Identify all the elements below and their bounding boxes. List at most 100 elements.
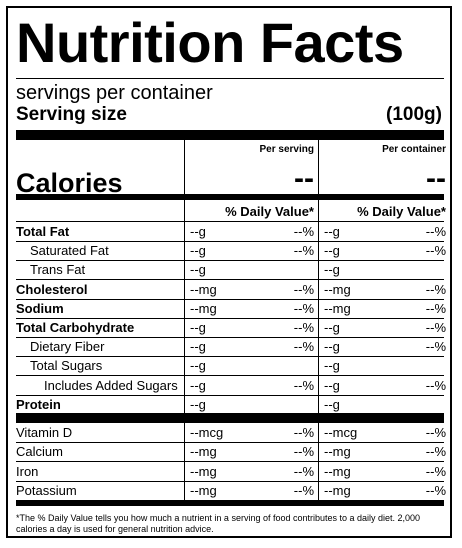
- serving-size: Serving size (100g): [16, 104, 442, 126]
- daily-value-per-container: --%: [425, 281, 446, 297]
- daily-value-per-container: --%: [425, 243, 446, 259]
- daily-value-per-serving: --%: [293, 463, 314, 479]
- vitamin-row: Potassium --mg --% --mg --%: [16, 481, 446, 501]
- column-divider-right: [318, 140, 319, 500]
- daily-value-per-container: --%: [425, 224, 446, 239]
- amount-per-serving: --mg: [190, 463, 217, 479]
- amount-per-container: --g: [324, 377, 340, 393]
- amount-per-container: --g: [324, 396, 340, 412]
- nutrient-row: Protein --g --g: [16, 395, 444, 415]
- amount-per-serving: --mg: [190, 482, 217, 498]
- amount-per-serving: --g: [190, 224, 206, 239]
- amount-per-container: --mcg: [324, 425, 358, 440]
- nutrient-row: Total Sugars --g --g: [16, 356, 444, 377]
- serving-size-label: Serving size: [16, 104, 127, 125]
- amount-per-container: --g: [324, 243, 340, 259]
- daily-value-per-serving: --%: [293, 377, 314, 393]
- calories-per-container: --: [426, 162, 446, 195]
- nutrient-name: Sodium: [16, 300, 64, 316]
- daily-value-per-serving: --%: [293, 243, 314, 259]
- servings-per-container: servings per container: [16, 82, 213, 104]
- dv-divider: [16, 221, 444, 222]
- daily-value-header-serving: % Daily Value*: [225, 204, 314, 219]
- nutrient-row: Saturated Fat --g --% --g --%: [16, 241, 446, 262]
- serving-size-value: (100g): [386, 104, 442, 125]
- nutrient-name: Potassium: [16, 482, 77, 498]
- footnote-divider: [16, 500, 444, 506]
- daily-value-per-container: --%: [425, 444, 446, 460]
- divider: [16, 78, 444, 79]
- amount-per-serving: --g: [190, 339, 206, 355]
- calories-label: Calories: [16, 168, 123, 198]
- amount-per-serving: --g: [190, 243, 206, 259]
- nutrient-name: Calcium: [16, 444, 63, 460]
- amount-per-container: --mg: [324, 444, 351, 460]
- calories-divider: [16, 194, 444, 200]
- daily-value-per-serving: --%: [293, 320, 314, 335]
- nutrient-name: Includes Added Sugars: [44, 377, 178, 393]
- nutrient-row: Trans Fat --g --g: [16, 260, 444, 281]
- nutrient-name: Saturated Fat: [30, 243, 109, 259]
- nutrient-name: Total Sugars: [30, 358, 103, 374]
- nutrient-name: Iron: [16, 463, 39, 479]
- vitamin-divider: [16, 413, 444, 423]
- amount-per-serving: --g: [190, 396, 206, 412]
- daily-value-header-container: % Daily Value*: [357, 204, 446, 219]
- nutrient-name: Dietary Fiber: [30, 339, 105, 355]
- nutrient-name: Trans Fat: [30, 262, 86, 278]
- nutrition-label: Nutrition Facts servings per container S…: [6, 6, 452, 538]
- amount-per-container: --g: [324, 262, 340, 278]
- nutrient-name: Vitamin D: [16, 425, 73, 440]
- nutrient-name: Total Carbohydrate: [16, 320, 135, 335]
- daily-value-per-container: --%: [425, 377, 446, 393]
- per-container-header: Per container: [382, 144, 446, 155]
- amount-per-container: --mg: [324, 463, 351, 479]
- daily-value-per-container: --%: [425, 320, 446, 335]
- daily-value-per-container: --%: [425, 339, 446, 355]
- daily-value-per-serving: --%: [293, 281, 314, 297]
- amount-per-container: --g: [324, 339, 340, 355]
- nutrient-row: Cholesterol --mg --% --mg --%: [16, 280, 446, 300]
- nutrient-row: Includes Added Sugars --g --% --g --%: [16, 376, 446, 396]
- amount-per-serving: --g: [190, 320, 206, 335]
- per-serving-header: Per serving: [259, 144, 314, 155]
- amount-per-serving: --mg: [190, 300, 217, 316]
- daily-value-per-serving: --%: [293, 339, 314, 355]
- amount-per-serving: --mg: [190, 444, 217, 460]
- nutrient-name: Protein: [16, 396, 61, 412]
- daily-value-per-serving: --%: [293, 482, 314, 498]
- daily-value-per-container: --%: [425, 482, 446, 498]
- nutrient-row: Total Fat --g --% --g --%: [16, 222, 446, 242]
- amount-per-container: --g: [324, 320, 340, 335]
- nutrient-name: Total Fat: [16, 224, 70, 239]
- nutrient-row: Total Carbohydrate --g --% --g --%: [16, 318, 446, 338]
- vitamin-row: Iron --mg --% --mg --%: [16, 462, 446, 482]
- amount-per-serving: --mcg: [190, 425, 224, 440]
- daily-value-per-serving: --%: [293, 224, 314, 239]
- daily-value-per-container: --%: [425, 463, 446, 479]
- vitamin-row: Calcium --mg --% --mg --%: [16, 442, 446, 463]
- amount-per-container: --g: [324, 358, 340, 374]
- thick-divider: [16, 130, 444, 140]
- column-divider-left: [184, 140, 185, 500]
- label-title: Nutrition Facts: [16, 11, 404, 74]
- daily-value-per-serving: --%: [293, 444, 314, 460]
- amount-per-serving: --g: [190, 262, 206, 278]
- daily-value-per-container: --%: [425, 425, 446, 440]
- calories-per-serving: --: [294, 162, 314, 195]
- daily-value-per-serving: --%: [293, 425, 314, 440]
- amount-per-container: --mg: [324, 281, 351, 297]
- amount-per-serving: --g: [190, 377, 206, 393]
- nutrient-row: Sodium --mg --% --mg --%: [16, 299, 446, 319]
- amount-per-container: --mg: [324, 482, 351, 498]
- daily-value-per-container: --%: [425, 300, 446, 316]
- amount-per-serving: --mg: [190, 281, 217, 297]
- nutrient-row: Dietary Fiber --g --% --g --%: [16, 337, 446, 358]
- footnote: *The % Daily Value tells you how much a …: [16, 513, 421, 534]
- daily-value-per-serving: --%: [293, 300, 314, 316]
- nutrient-name: Cholesterol: [16, 281, 88, 297]
- amount-per-container: --mg: [324, 300, 351, 316]
- vitamin-row: Vitamin D --mcg --% --mcg --%: [16, 423, 446, 443]
- amount-per-serving: --g: [190, 358, 206, 374]
- amount-per-container: --g: [324, 224, 340, 239]
